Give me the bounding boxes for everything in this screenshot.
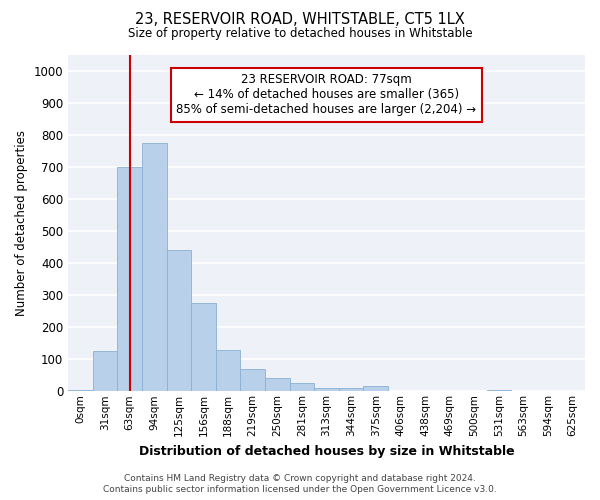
- Text: Size of property relative to detached houses in Whitstable: Size of property relative to detached ho…: [128, 28, 472, 40]
- Y-axis label: Number of detached properties: Number of detached properties: [15, 130, 28, 316]
- Bar: [167, 250, 191, 392]
- X-axis label: Distribution of detached houses by size in Whitstable: Distribution of detached houses by size …: [139, 444, 514, 458]
- Text: 23, RESERVOIR ROAD, WHITSTABLE, CT5 1LX: 23, RESERVOIR ROAD, WHITSTABLE, CT5 1LX: [135, 12, 465, 28]
- Bar: [339, 388, 364, 392]
- Bar: [191, 303, 216, 392]
- Bar: [142, 143, 167, 392]
- Bar: [68, 390, 92, 392]
- Bar: [117, 167, 142, 392]
- Bar: [216, 350, 241, 392]
- Bar: [290, 384, 314, 392]
- Bar: [364, 386, 388, 392]
- Text: 23 RESERVOIR ROAD: 77sqm
← 14% of detached houses are smaller (365)
85% of semi-: 23 RESERVOIR ROAD: 77sqm ← 14% of detach…: [176, 74, 476, 116]
- Bar: [265, 378, 290, 392]
- Text: Contains HM Land Registry data © Crown copyright and database right 2024.
Contai: Contains HM Land Registry data © Crown c…: [103, 474, 497, 494]
- Bar: [92, 351, 117, 392]
- Bar: [314, 388, 339, 392]
- Bar: [241, 369, 265, 392]
- Bar: [487, 390, 511, 392]
